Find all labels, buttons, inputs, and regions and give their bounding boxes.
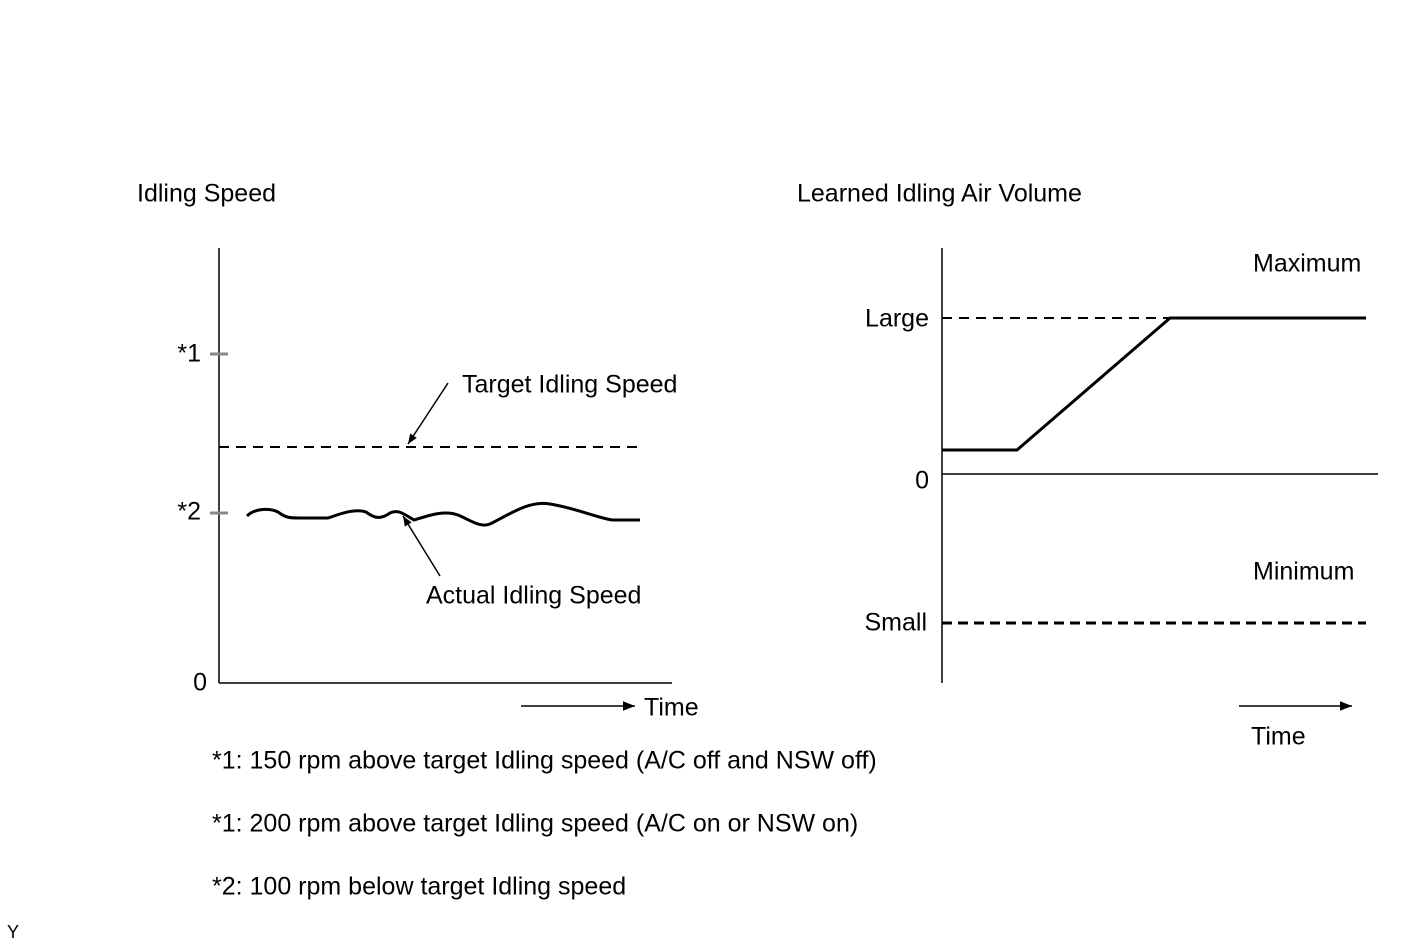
graph-title: Idling Speed <box>137 180 276 208</box>
graph-title: Learned Idling Air Volume <box>797 180 1082 208</box>
leader <box>402 515 441 577</box>
left-graph: Idling Speed *1 *2 0 Target Idling Speed… <box>137 180 699 722</box>
note: *1: 150 rpm above target Idling speed (A… <box>212 747 877 775</box>
label: Target Idling Speed <box>462 371 677 399</box>
x-label: Time <box>1251 723 1306 751</box>
x-label: Time <box>644 694 699 722</box>
label: Maximum <box>1253 250 1361 278</box>
note: *1: 200 rpm above target Idling speed (A… <box>212 810 858 838</box>
footer-id: Y <box>7 922 19 942</box>
actual-line <box>245 501 640 527</box>
tick-label: Large <box>865 305 929 333</box>
note: *2: 100 rpm below target Idling speed <box>212 873 626 901</box>
leader <box>407 382 449 445</box>
label: Minimum <box>1253 558 1354 586</box>
tick-label: *2 <box>177 498 201 526</box>
tick-label: *1 <box>177 340 201 368</box>
tick-label: Small <box>864 609 927 637</box>
air-volume-line <box>942 316 1366 452</box>
tick-label: 0 <box>915 467 929 495</box>
tick-label: 0 <box>193 669 207 697</box>
label: Actual Idling Speed <box>426 582 641 610</box>
right-graph: Learned Idling Air Volume Maximum Minimu… <box>797 180 1378 751</box>
